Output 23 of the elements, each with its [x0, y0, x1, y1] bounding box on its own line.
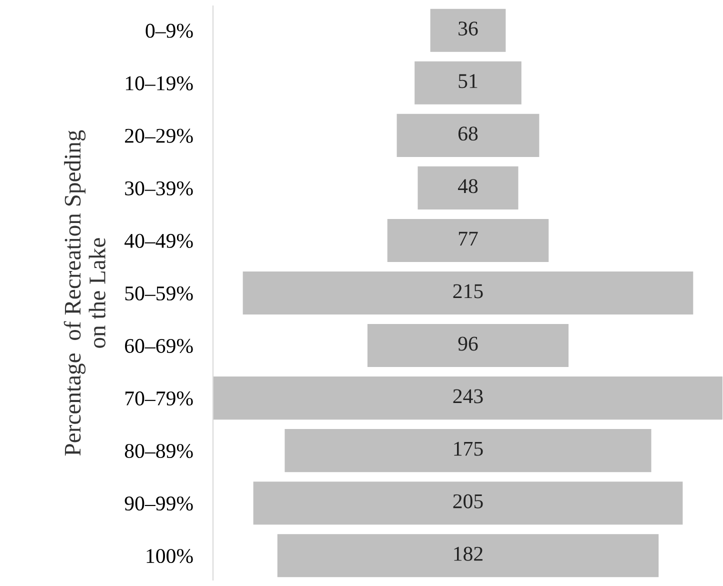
data-label: 77 — [458, 232, 478, 246]
data-label: 36 — [458, 22, 478, 36]
data-label: 182 — [454, 546, 482, 561]
data-label: 175 — [454, 442, 483, 456]
category-label: 80–89% — [124, 444, 193, 458]
category-label: 10–19% — [126, 76, 193, 90]
category-label: 60–69% — [125, 338, 193, 354]
data-label: 48 — [458, 179, 478, 194]
category-label: 50–59% — [125, 286, 193, 300]
category-label: 40–49% — [124, 234, 193, 248]
category-label: 100% — [146, 548, 193, 564]
data-label: 96 — [458, 336, 478, 351]
text: Percentage of Recreation Speding on the Lake — [64, 130, 106, 456]
data-label: 68 — [458, 126, 478, 141]
category-label: 70–79% — [125, 391, 193, 406]
category-label: 30–39% — [125, 181, 193, 196]
category-label: 0–9% — [146, 24, 193, 38]
data-label: 243 — [453, 389, 483, 404]
category-label: 90–99% — [124, 496, 193, 511]
data-label: 215 — [453, 284, 483, 298]
data-label: 205 — [453, 494, 483, 508]
data-label: 51 — [458, 74, 478, 88]
category-label: 20–29% — [125, 128, 193, 143]
